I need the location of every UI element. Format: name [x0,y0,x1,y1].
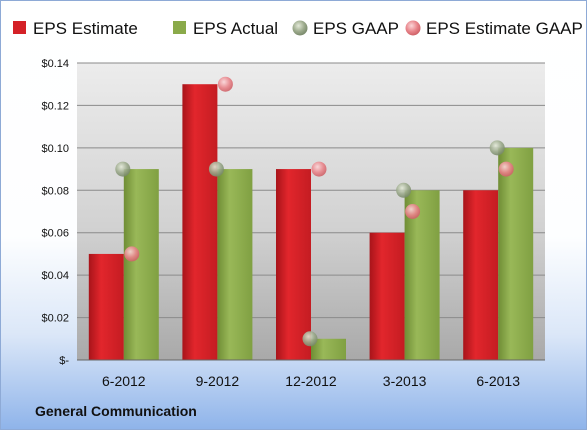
legend-label: EPS Actual [193,19,278,38]
marker-eps-gaap [302,331,318,347]
y-tick-label: $0.08 [41,185,69,197]
y-tick-label: $- [59,355,69,367]
y-tick-label: $0.04 [41,270,69,282]
legend-item-eps-estimate-gaap: EPS Estimate GAAP [405,19,583,38]
legend-swatch [13,21,26,34]
x-tick-label: 6-2013 [476,373,520,389]
y-tick-label: $0.14 [41,58,69,70]
legend-item-eps-gaap: EPS GAAP [292,19,399,38]
legend-swatch [173,21,186,34]
x-tick-label: 6-2012 [102,373,146,389]
legend-item-eps-actual: EPS Actual [173,19,278,38]
y-tick-label: $0.12 [41,100,69,112]
x-tick-label: 3-2013 [383,373,427,389]
y-tick-label: $0.06 [41,228,69,240]
legend-label: EPS GAAP [313,19,399,38]
company-name: General Communication [35,403,197,419]
x-tick-label: 12-2012 [285,373,337,389]
bar-eps-actual [217,169,253,360]
marker-eps-gaap [208,161,224,177]
marker-eps-gaap [489,140,505,156]
marker-eps-estimate-gaap [217,76,233,92]
legend-label: EPS Estimate [33,19,138,38]
bar-eps-estimate [88,253,124,360]
bar-eps-actual [498,147,534,360]
marker-eps-estimate-gaap [405,204,421,219]
bar-eps-estimate [276,169,311,360]
marker-eps-estimate-gaap [311,161,327,177]
x-tick-label: 9-2012 [196,373,240,389]
y-tick-label: $0.02 [41,313,69,325]
marker-eps-gaap [115,161,131,177]
legend-item-eps-estimate: EPS Estimate [13,19,138,38]
legend-swatch [292,20,308,36]
legend-swatch [405,20,421,36]
y-tick-label: $0.10 [41,143,69,155]
marker-eps-gaap [396,182,412,198]
bar-eps-estimate [463,190,499,360]
legend-label: EPS Estimate GAAP [426,19,583,38]
bar-eps-estimate [182,84,218,360]
bar-eps-actual [123,169,159,360]
bar-eps-actual [311,338,346,360]
bar-eps-estimate [369,232,405,360]
marker-eps-estimate-gaap [124,246,140,262]
marker-eps-estimate-gaap [498,161,514,177]
